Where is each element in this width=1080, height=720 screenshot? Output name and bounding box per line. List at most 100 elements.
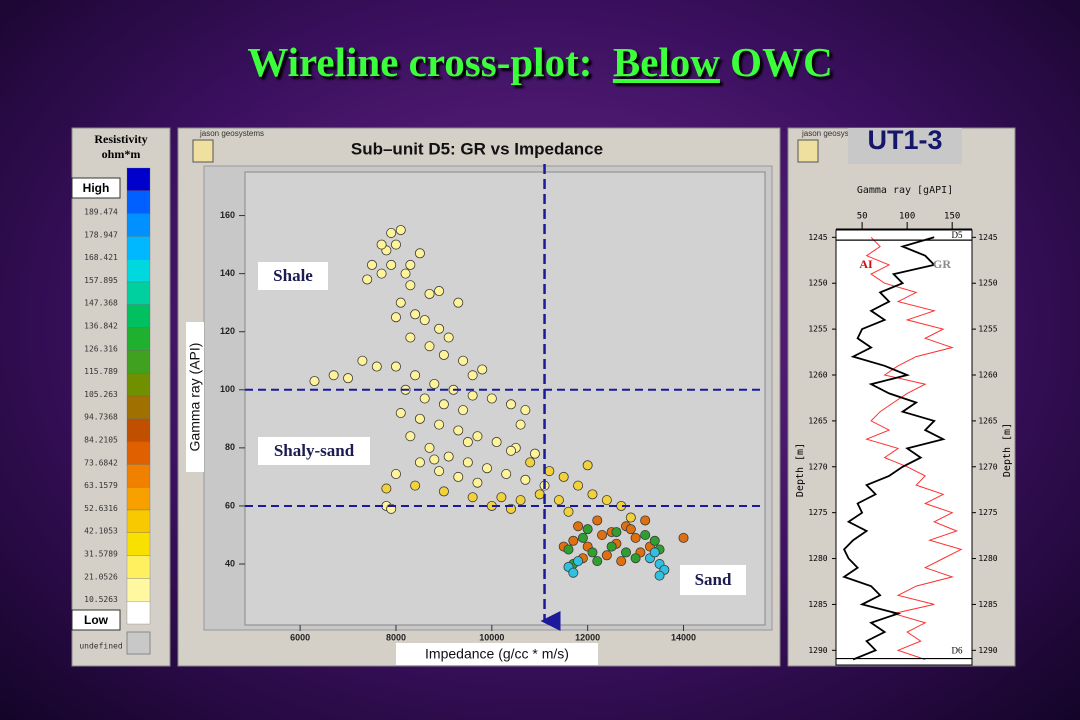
point	[563, 544, 574, 555]
scale-swatch	[126, 213, 151, 237]
scale-swatch	[126, 532, 151, 556]
point	[458, 405, 469, 416]
point	[515, 495, 526, 506]
scale-label: 42.1053	[84, 527, 118, 536]
point	[438, 349, 449, 360]
scale-title: ohm*m	[102, 147, 141, 161]
point	[376, 268, 387, 279]
point	[434, 323, 445, 334]
point	[395, 297, 406, 308]
title-part: OWC	[730, 39, 833, 85]
y-tick-label: 1290	[808, 646, 827, 655]
icon[interactable]	[192, 139, 214, 163]
y-tick-label: 1260	[978, 371, 997, 380]
point	[501, 468, 512, 479]
point	[395, 225, 406, 236]
point	[400, 268, 411, 279]
point	[376, 239, 387, 250]
x-tick-label: 10000	[479, 632, 504, 642]
point	[419, 315, 430, 326]
x-tick-label: 8000	[386, 632, 406, 642]
legend-label: AI	[859, 257, 873, 271]
point	[611, 527, 622, 538]
scale-swatch	[126, 236, 151, 260]
log-x-title: Gamma ray [gAPI]	[857, 185, 953, 196]
undefined-swatch	[126, 631, 151, 655]
point	[640, 529, 651, 540]
well-name: UT1-3	[848, 127, 962, 164]
point	[597, 529, 608, 540]
scale-panel	[71, 127, 171, 667]
scale-title: Resistivity	[94, 132, 147, 146]
icon[interactable]	[797, 139, 819, 163]
point	[343, 373, 354, 384]
x-tick-label: 150	[944, 212, 960, 222]
point	[482, 463, 493, 474]
point	[467, 370, 478, 381]
point	[405, 332, 416, 343]
point	[424, 442, 435, 453]
point	[390, 239, 401, 250]
y-tick-label: 1280	[978, 554, 997, 563]
point	[558, 471, 569, 482]
point	[443, 451, 454, 462]
point	[453, 425, 464, 436]
point	[381, 483, 392, 494]
annotation-box	[258, 437, 370, 465]
point	[429, 454, 440, 465]
point	[520, 405, 531, 416]
point	[410, 370, 421, 381]
point	[462, 457, 473, 468]
scale-label: 21.0526	[84, 572, 118, 581]
point	[582, 524, 593, 535]
scale-label: 147.368	[84, 299, 118, 308]
x-tick-label: 12000	[575, 632, 600, 642]
scale-label: 115.789	[84, 367, 118, 376]
point	[405, 280, 416, 291]
scale-label: 10.5263	[84, 595, 118, 604]
point	[438, 486, 449, 497]
y-tick-label: 140	[220, 268, 235, 278]
y-tick-label: 1255	[808, 325, 827, 334]
point	[429, 378, 440, 389]
log-track	[835, 229, 973, 666]
point	[601, 550, 612, 561]
y-tick-label: 1280	[808, 554, 827, 563]
point	[649, 535, 660, 546]
annotation: Shaly-sand	[274, 441, 355, 460]
point	[630, 553, 641, 564]
point	[568, 567, 579, 578]
scale-swatch	[126, 487, 151, 511]
scale-label: 189.474	[84, 208, 118, 217]
y-tick-label: 1260	[808, 371, 827, 380]
scale-swatch	[126, 350, 151, 374]
y-tick-label: 1250	[808, 279, 827, 288]
point	[472, 477, 483, 488]
y-tick-label: 1245	[978, 233, 997, 242]
scale-swatch	[126, 167, 151, 191]
y-tick-label: 1285	[978, 600, 997, 609]
high-box	[71, 177, 121, 199]
scale-swatch	[126, 395, 151, 419]
scale-swatch	[126, 578, 151, 602]
point	[328, 370, 339, 381]
scale-swatch	[126, 509, 151, 533]
point	[678, 532, 689, 543]
point	[525, 457, 536, 468]
point	[496, 492, 507, 503]
scale-label: 63.1579	[84, 481, 118, 490]
point	[419, 393, 430, 404]
scale-label: 178.947	[84, 230, 118, 239]
point	[573, 480, 584, 491]
marker-label: D6	[952, 646, 963, 656]
y-axis-title: Gamma ray (API)	[187, 343, 203, 452]
point	[462, 437, 473, 448]
title-part: Below	[612, 39, 720, 85]
scale-swatch	[126, 464, 151, 488]
point	[587, 489, 598, 500]
point	[405, 431, 416, 442]
point	[568, 535, 579, 546]
scale-swatch	[126, 259, 151, 283]
